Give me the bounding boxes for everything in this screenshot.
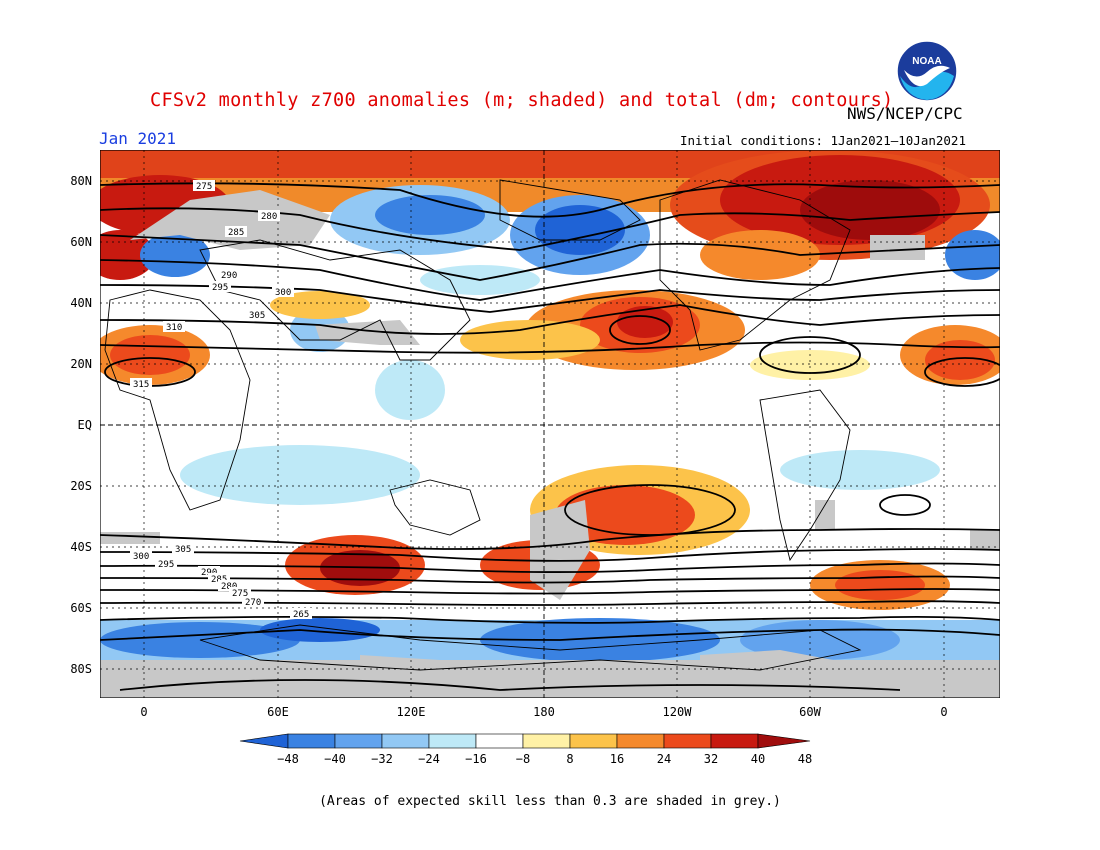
contour-label: 270 xyxy=(242,596,264,608)
graticule xyxy=(100,150,1000,698)
colorbar-tick-label: −40 xyxy=(324,752,346,766)
colorbar-swatch xyxy=(710,733,759,749)
svg-text:300: 300 xyxy=(275,288,291,298)
svg-text:280: 280 xyxy=(261,212,277,222)
lon-label: 60E xyxy=(267,705,289,719)
colorbar-tick-label: −48 xyxy=(277,752,299,766)
contour-label: 265 xyxy=(290,608,312,620)
noaa-logo-icon: NOAA xyxy=(896,40,958,102)
forecast-period: Jan 2021 xyxy=(99,129,177,148)
colorbar-swatch xyxy=(663,733,712,749)
logo-text: NOAA xyxy=(912,56,941,67)
colorbar-tick-label: 32 xyxy=(703,752,719,766)
colorbar-tick-label: −32 xyxy=(371,752,393,766)
lat-label: 80N xyxy=(70,174,92,188)
low-skill-mask xyxy=(100,190,1000,698)
contour-label: 305 xyxy=(172,543,194,555)
colorbar-swatch xyxy=(569,733,618,749)
colorbar-swatch xyxy=(522,733,571,749)
colorbar-arrow-left xyxy=(239,733,289,749)
lon-label: 120W xyxy=(662,705,692,719)
lon-label: 120E xyxy=(396,705,426,719)
contour-label: 285 xyxy=(225,226,247,238)
colorbar-swatch xyxy=(287,733,336,749)
lat-label: 40N xyxy=(70,296,92,310)
colorbar-arrow-right xyxy=(757,733,811,749)
lon-label: 60W xyxy=(799,705,821,719)
contour-label: 310 xyxy=(163,321,185,333)
colorbar-tick-label: −8 xyxy=(515,752,531,766)
lat-label: 80S xyxy=(70,662,92,676)
lat-label: 60N xyxy=(70,235,92,249)
svg-text:305: 305 xyxy=(175,545,191,555)
organization-label: NWS/NCEP/CPC xyxy=(847,104,963,123)
contour-label: 300 xyxy=(130,550,152,562)
svg-text:300: 300 xyxy=(133,552,149,562)
lat-label: 60S xyxy=(70,601,92,615)
contour-label: 275 xyxy=(193,180,215,192)
lat-label: 20N xyxy=(70,357,92,371)
colorbar-tick-label: 16 xyxy=(609,752,625,766)
equator-dateline xyxy=(100,150,1000,698)
svg-text:275: 275 xyxy=(232,589,248,599)
lon-label: 0 xyxy=(940,705,948,719)
colorbar-swatch xyxy=(334,733,383,749)
contour-label: 305 xyxy=(246,309,268,321)
contour-label: 315 xyxy=(130,378,152,390)
colorbar-tick-label: 40 xyxy=(750,752,766,766)
colorbar-swatch xyxy=(475,733,524,749)
svg-text:305: 305 xyxy=(249,311,265,321)
skill-note: (Areas of expected skill less than 0.3 a… xyxy=(319,794,781,809)
plot-area: 275 280 285 290 295 300 305 310 315 305 … xyxy=(100,150,1000,698)
lon-label: 0 xyxy=(140,705,148,719)
svg-text:290: 290 xyxy=(221,271,237,281)
contour-label: 295 xyxy=(209,281,231,293)
contour-label: 280 xyxy=(258,210,280,222)
contour-label: 275 xyxy=(229,587,251,599)
contour-label-group: 275 280 285 290 295 300 305 310 315 305 … xyxy=(130,180,312,620)
svg-text:265: 265 xyxy=(293,610,309,620)
contour-label: 300 xyxy=(272,286,294,298)
svg-text:285: 285 xyxy=(228,228,244,238)
colorbar-swatch xyxy=(428,733,477,749)
lat-label: 20S xyxy=(70,479,92,493)
colorbar-tick-label: 48 xyxy=(797,752,813,766)
svg-text:270: 270 xyxy=(245,598,261,608)
colorbar xyxy=(239,733,811,749)
svg-text:310: 310 xyxy=(166,323,182,333)
colorbar-tick-label: 8 xyxy=(566,752,574,766)
contour-label: 290 xyxy=(218,269,240,281)
colorbar-tick-label: −24 xyxy=(418,752,440,766)
colorbar-tick-label: 24 xyxy=(656,752,672,766)
colorbar-swatch xyxy=(381,733,430,749)
colorbar-swatch xyxy=(616,733,665,749)
initial-conditions: Initial conditions: 1Jan2021–10Jan2021 xyxy=(680,133,966,148)
chart-title: CFSv2 monthly z700 anomalies (m; shaded)… xyxy=(150,90,894,111)
colorbar-tick-label: −16 xyxy=(465,752,487,766)
lon-label: 180 xyxy=(533,705,555,719)
lat-label: 40S xyxy=(70,540,92,554)
lat-label: EQ xyxy=(77,418,92,432)
contour-label: 295 xyxy=(155,558,177,570)
svg-text:275: 275 xyxy=(196,182,212,192)
svg-text:315: 315 xyxy=(133,380,149,390)
svg-text:295: 295 xyxy=(212,283,228,293)
svg-text:295: 295 xyxy=(158,560,174,570)
